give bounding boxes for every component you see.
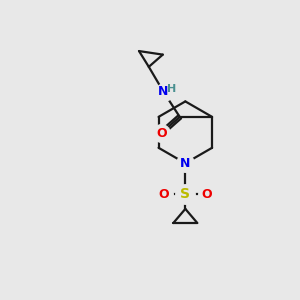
Text: N: N xyxy=(180,157,190,170)
Text: S: S xyxy=(180,187,190,201)
Text: N: N xyxy=(158,85,169,98)
Text: O: O xyxy=(159,188,170,201)
Text: O: O xyxy=(156,127,167,140)
Text: H: H xyxy=(167,85,176,94)
Text: O: O xyxy=(201,188,212,201)
